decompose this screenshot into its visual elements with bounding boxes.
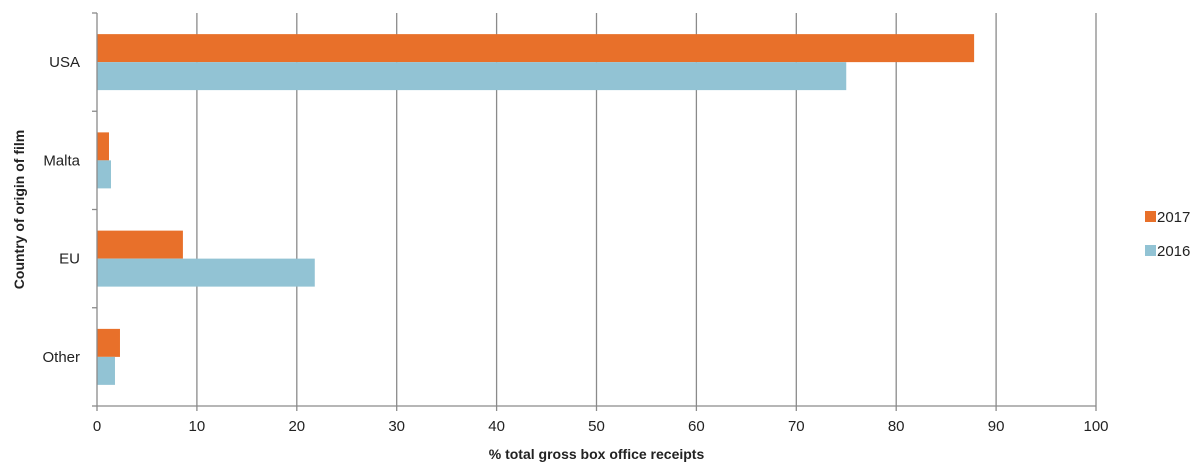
category-label: Other [42, 349, 80, 366]
x-tick-label: 40 [488, 418, 505, 435]
x-axis-title: % total gross box office receipts [489, 446, 705, 462]
axes [92, 12, 1097, 411]
x-tick-label: 0 [93, 418, 101, 435]
legend-swatch-2017 [1145, 211, 1156, 222]
legend: 2017 2016 [1145, 209, 1190, 260]
bars [97, 34, 975, 385]
x-tick-label: 100 [1083, 418, 1108, 435]
bar-2016-eu [97, 258, 315, 287]
category-label: Malta [43, 152, 80, 169]
x-tick-label: 30 [388, 418, 405, 435]
x-tick-labels: 0 10 20 30 40 50 60 70 80 90 100 [93, 418, 1109, 435]
category-label: USA [49, 54, 80, 71]
category-label: EU [59, 251, 80, 268]
x-tick-label: 70 [788, 418, 805, 435]
bar-2016-other [97, 356, 115, 385]
x-tick-label: 50 [588, 418, 605, 435]
bar-2016-usa [97, 62, 847, 91]
category-labels: USA Malta EU Other [42, 54, 80, 366]
x-tick-label: 90 [988, 418, 1005, 435]
bar-2017-eu [97, 230, 183, 259]
bar-2017-malta [97, 132, 109, 161]
legend-swatch-2016 [1145, 245, 1156, 256]
x-tick-label: 60 [688, 418, 705, 435]
x-tick-label: 20 [288, 418, 305, 435]
legend-label: 2017 [1157, 209, 1190, 226]
legend-label: 2016 [1157, 243, 1190, 260]
bar-2017-other [97, 328, 120, 357]
x-tick-label: 80 [888, 418, 905, 435]
y-axis-title: Country of origin of film [11, 130, 27, 289]
x-tick-label: 10 [189, 418, 206, 435]
bar-2017-usa [97, 34, 975, 63]
bar-2016-malta [97, 160, 111, 189]
